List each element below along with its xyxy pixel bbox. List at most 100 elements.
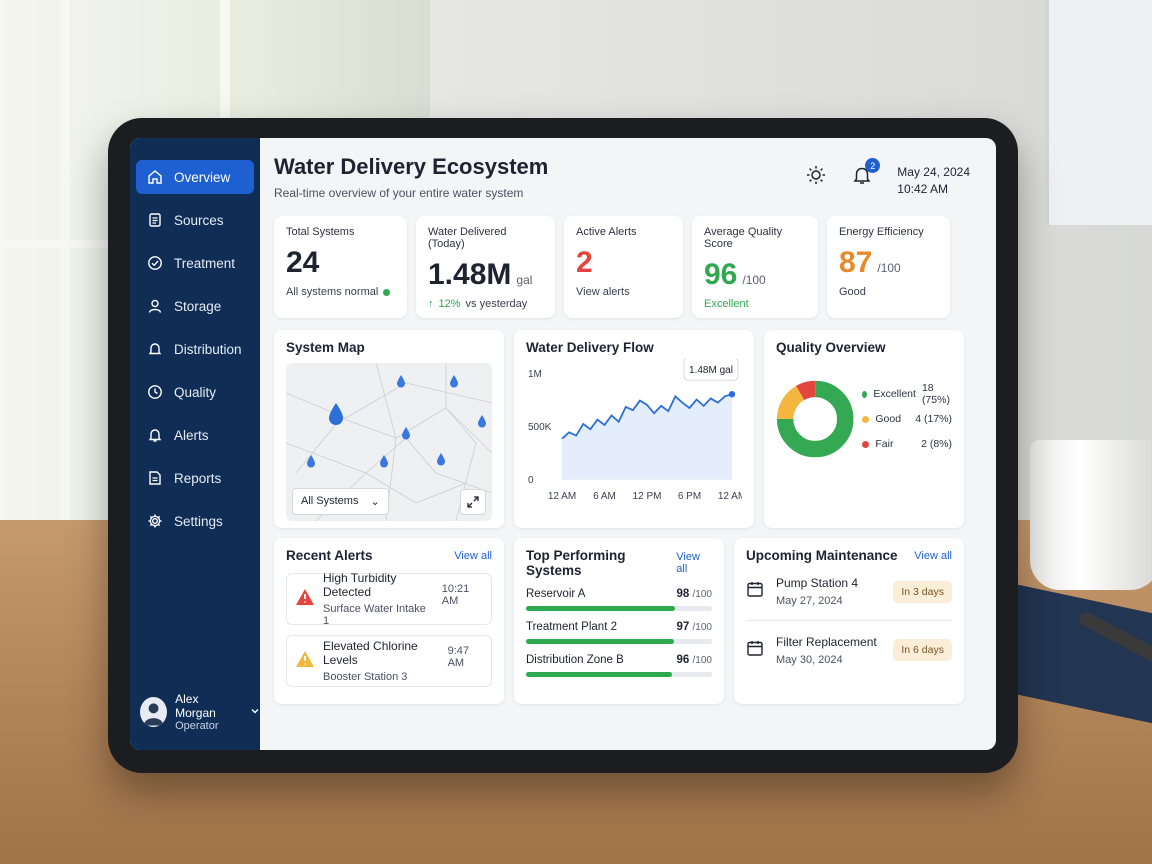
quality-overview-card: Quality Overview Excellent 18 (75%)	[764, 330, 964, 528]
kpi-active-alerts[interactable]: Active Alerts 2 View alerts	[564, 216, 683, 318]
background-mug	[1030, 440, 1152, 590]
donut-slice-good[interactable]	[776, 385, 805, 420]
status-dot-icon	[383, 288, 391, 296]
bell-icon	[146, 340, 164, 358]
top-systems-view-all-link[interactable]: View all	[676, 551, 700, 575]
theme-toggle-sun-icon[interactable]	[805, 164, 827, 186]
legend-label: Excellent	[873, 388, 916, 400]
sidebar-item-label: Distribution	[174, 341, 242, 357]
maintenance-item[interactable]: Filter Replacement May 30, 2024 In 6 day…	[746, 621, 952, 679]
kpi-change-suffix: vs yesterday	[465, 298, 528, 310]
kpi-value-number: 1.48M	[428, 258, 512, 291]
current-date: May 24, 2024	[897, 165, 970, 179]
legend-label: Good	[875, 413, 902, 425]
sidebar-item-label: Reports	[174, 470, 222, 486]
system-score-max: /100	[692, 622, 712, 633]
alert-item[interactable]: Elevated Chlorine Levels Booster Station…	[286, 635, 492, 687]
card-title: Recent Alerts	[286, 548, 373, 563]
datetime: May 24, 2024 10:42 AM	[897, 164, 970, 198]
y-tick-label: 500K	[528, 422, 552, 433]
system-map[interactable]: All Systems ⌄	[286, 363, 492, 521]
gear-icon	[146, 512, 164, 530]
donut-slice-fair[interactable]	[796, 380, 816, 401]
window-mullion	[60, 0, 70, 520]
legend-label: Fair	[875, 438, 894, 450]
user-name: Alex Morgan	[175, 692, 216, 720]
top-system-item[interactable]: Distribution Zone B 96 /100	[526, 654, 712, 677]
sidebar-item-reports[interactable]: Reports	[136, 461, 254, 495]
alert-item[interactable]: High Turbidity Detected Surface Water In…	[286, 571, 492, 627]
kpi-value-number: 24	[286, 246, 320, 279]
top-systems-card: Top Performing Systems View all Reservoi…	[514, 538, 724, 704]
home-icon	[146, 168, 164, 186]
y-tick-label: 0	[528, 475, 534, 486]
flow-tooltip-label: 1.48M gal	[689, 365, 733, 376]
flow-latest-point[interactable]	[728, 391, 736, 398]
map-marker-icon	[380, 455, 388, 468]
chevron-down-icon[interactable]	[250, 703, 260, 721]
kpi-value: 24	[286, 246, 395, 280]
recent-alerts-view-all-link[interactable]: View all	[454, 549, 492, 562]
score-bar-fill	[526, 639, 674, 644]
x-tick-label: 6 AM	[593, 491, 616, 502]
water-flow-chart[interactable]: 0 500K 1M 12 AM 6 AM 12 PM 6 PM 12 AM 1.48M gal	[526, 357, 746, 519]
system-score-max: /100	[692, 655, 712, 666]
kpi-water-delivered[interactable]: Water Delivered (Today) 1.48M gal ↑ 12% …	[416, 216, 555, 318]
map-filter-select[interactable]: All Systems ⌄	[292, 488, 389, 515]
current-time: 10:42 AM	[897, 182, 948, 196]
background-poster	[1045, 0, 1152, 225]
notification-count-badge: 2	[865, 158, 881, 173]
top-system-item[interactable]: Treatment Plant 2 97 /100	[526, 621, 712, 644]
sidebar-item-quality[interactable]: Quality	[136, 375, 254, 409]
top-system-item[interactable]: Reservoir A 98 /100	[526, 588, 712, 611]
system-name: Distribution Zone B	[526, 654, 624, 666]
legend-value: 4 (17%)	[915, 413, 952, 425]
map-marker-icon	[397, 375, 405, 388]
avatar	[140, 697, 168, 727]
notifications-bell-icon[interactable]: 2	[851, 158, 881, 186]
sidebar-item-sources[interactable]: Sources	[136, 203, 254, 237]
donut-slice-excellent[interactable]	[776, 380, 854, 458]
report-icon	[146, 469, 164, 487]
sidebar-item-storage[interactable]: Storage	[136, 289, 254, 323]
kpi-note: Excellent	[704, 298, 749, 310]
kpi-energy-efficiency[interactable]: Energy Efficiency 87 /100 Good	[827, 216, 950, 318]
kpi-value: 1.48M gal	[428, 258, 543, 292]
quality-donut-chart[interactable]	[776, 367, 854, 471]
view-alerts-link[interactable]: View alerts	[576, 286, 630, 298]
main-content: Water Delivery Ecosystem Real-time overv…	[260, 138, 996, 750]
expand-icon[interactable]	[460, 489, 486, 515]
document-icon	[146, 211, 164, 229]
sidebar-item-treatment[interactable]: Treatment	[136, 246, 254, 280]
kpi-quality-score[interactable]: Average Quality Score 96 /100 Excellent	[692, 216, 818, 318]
kpi-value: 87 /100	[839, 246, 938, 280]
warning-triangle-icon	[295, 650, 315, 673]
sidebar-item-overview[interactable]: Overview	[136, 160, 254, 194]
sidebar-item-settings[interactable]: Settings	[136, 504, 254, 538]
kpi-value-number: 87	[839, 246, 873, 279]
map-filter-value: All Systems	[301, 495, 359, 507]
maintenance-item[interactable]: Pump Station 4 May 27, 2024 In 3 days	[746, 563, 952, 621]
sidebar-item-label: Quality	[174, 384, 217, 400]
score-bar-fill	[526, 672, 673, 677]
top-systems-list: Reservoir A 98 /100 Treatment Plant 2 97 /1…	[526, 588, 712, 677]
sidebar-item-alerts[interactable]: Alerts	[136, 418, 254, 452]
arrow-up-icon: ↑	[428, 298, 434, 310]
user-role: Operator	[175, 720, 219, 732]
maintenance-title: Pump Station 4	[776, 576, 859, 590]
flow-series-line	[561, 393, 733, 440]
map-marker-icon	[437, 453, 445, 466]
tablet-device: Overview Sources Treatment Storage	[108, 118, 1018, 773]
system-name: Treatment Plant 2	[526, 621, 617, 633]
maintenance-view-all-link[interactable]: View all	[914, 549, 952, 562]
kpi-total-systems[interactable]: Total Systems 24 All systems normal	[274, 216, 407, 318]
calendar-icon	[746, 639, 764, 662]
bell-icon	[146, 426, 164, 444]
kpi-label: Water Delivered (Today)	[428, 226, 507, 250]
user-profile[interactable]: Alex Morgan Operator	[140, 692, 260, 732]
sidebar-item-distribution[interactable]: Distribution	[136, 332, 254, 366]
alert-source: Surface Water Intake 1	[323, 603, 426, 627]
sidebar-item-label: Alerts	[174, 427, 209, 443]
kpi-label: Active Alerts	[576, 226, 637, 238]
score-bar-track	[526, 606, 712, 611]
